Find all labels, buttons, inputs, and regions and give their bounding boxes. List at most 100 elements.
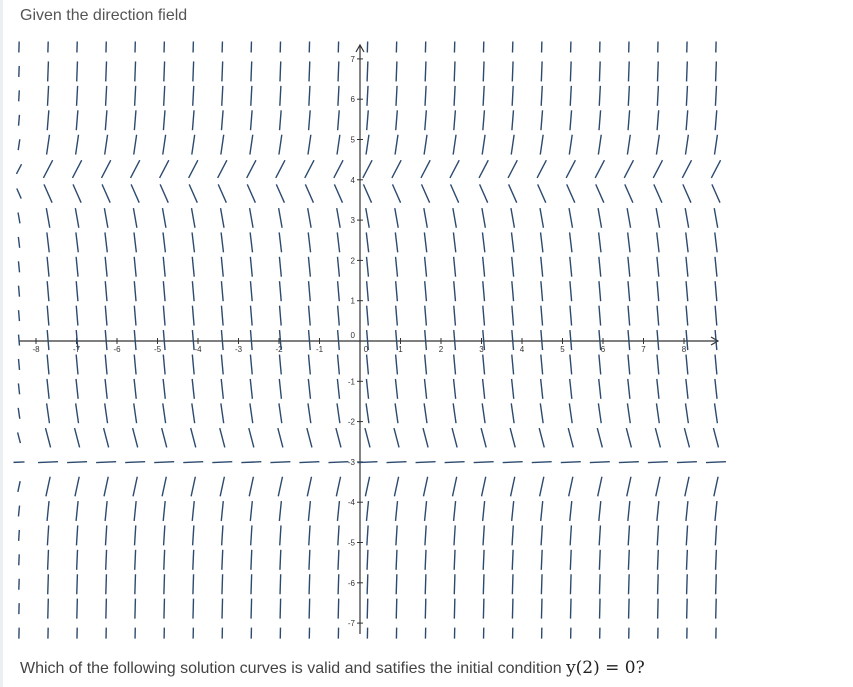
slope-segment [598, 378, 602, 399]
slope-segment [366, 598, 369, 619]
slope-segment [626, 232, 631, 253]
slope-segment [133, 525, 137, 546]
slope-segment [365, 330, 370, 351]
slope-segment [595, 184, 605, 203]
slope-segment [423, 378, 428, 399]
slope-segment [596, 427, 604, 448]
slope-segment [192, 574, 195, 595]
slope-segment [540, 574, 543, 595]
slope-segment [627, 549, 630, 570]
slope-segment [46, 85, 50, 106]
slope-segment [685, 281, 689, 302]
slope-segment [217, 184, 227, 203]
slope-segment [221, 549, 224, 570]
slope-segment [656, 232, 660, 253]
slope-segment [511, 525, 515, 546]
slope-segment [46, 500, 50, 521]
slope-segment [597, 207, 603, 228]
slope-segment [76, 598, 79, 619]
slope-segment [133, 134, 138, 155]
slope-segment [423, 207, 428, 228]
slope-segment [627, 85, 631, 106]
slope-segment [104, 354, 108, 375]
slope-segment [444, 461, 465, 464]
slope-segment [627, 281, 631, 302]
slope-segment [567, 476, 574, 497]
slope-segment [279, 85, 282, 106]
slope-segment [598, 110, 602, 131]
slope-segment [676, 461, 697, 464]
slope-segment [220, 330, 224, 351]
x-tick-label: -8 [32, 345, 40, 354]
slope-segment [627, 574, 630, 595]
slope-segment [162, 134, 167, 155]
slope-segment [249, 281, 253, 302]
slope-segment [597, 476, 603, 497]
slope-segment [482, 110, 486, 131]
x-tick-label: -5 [154, 345, 162, 354]
x-tick-label: -3 [235, 345, 243, 354]
slope-segment [192, 549, 195, 570]
slope-segment [655, 403, 660, 424]
slope-segment [104, 232, 108, 253]
slope-segment [46, 354, 50, 375]
slope-segment [75, 61, 79, 82]
slope-segment [101, 184, 111, 203]
slope-segment [598, 574, 601, 595]
slope-segment [594, 159, 606, 179]
question-body: Which of the following solution curves i… [20, 660, 567, 677]
slope-segment [134, 574, 137, 595]
x-tick-label: -1 [316, 345, 324, 354]
slope-segment [540, 500, 544, 521]
slope-segment [249, 305, 253, 326]
slope-segment [626, 134, 631, 155]
slope-segment [626, 476, 632, 497]
slope-segment [482, 525, 485, 546]
x-tick-label: 2 [439, 345, 444, 354]
slope-segment [162, 403, 167, 424]
slope-segment [191, 134, 196, 155]
slope-segment [394, 207, 399, 228]
slope-segment [540, 256, 544, 277]
slope-segment [568, 403, 573, 424]
slope-segment [393, 427, 400, 448]
slope-segment [219, 207, 225, 228]
slope-segment [104, 110, 108, 131]
slope-segment [685, 354, 689, 375]
slope-segment [481, 378, 486, 399]
slope-segment [161, 207, 167, 228]
slope-segment [365, 207, 370, 228]
slope-segment [18, 90, 20, 102]
slope-segment [681, 159, 693, 179]
slope-segment [249, 330, 253, 351]
slope-segment [191, 500, 195, 521]
slope-segment [511, 574, 514, 595]
slope-segment [336, 354, 341, 375]
slope-segment [453, 598, 456, 619]
slope-segment [336, 403, 341, 424]
slope-segment [366, 549, 369, 570]
slope-segment [336, 305, 340, 326]
x-tick-label: 4 [520, 345, 525, 354]
slope-segment [162, 500, 166, 521]
slope-segment [308, 549, 311, 570]
slope-segment [626, 403, 631, 424]
slope-segment [598, 549, 601, 570]
slope-segment [714, 330, 718, 351]
y-tick-label: -1 [348, 377, 356, 386]
slope-segment [627, 110, 631, 131]
slope-segment [249, 232, 254, 253]
slope-segment [308, 574, 311, 595]
slope-segment [540, 305, 544, 326]
slope-segment [46, 256, 50, 277]
slope-segment [161, 476, 167, 497]
slope-segment [328, 461, 349, 464]
slope-segment [154, 461, 175, 464]
slope-segment [307, 134, 312, 155]
slope-segment [684, 207, 690, 228]
slope-segment [278, 110, 282, 131]
slope-segment [105, 61, 108, 82]
slope-segment [627, 525, 631, 546]
slope-segment [424, 281, 428, 302]
slope-segment [482, 354, 486, 375]
